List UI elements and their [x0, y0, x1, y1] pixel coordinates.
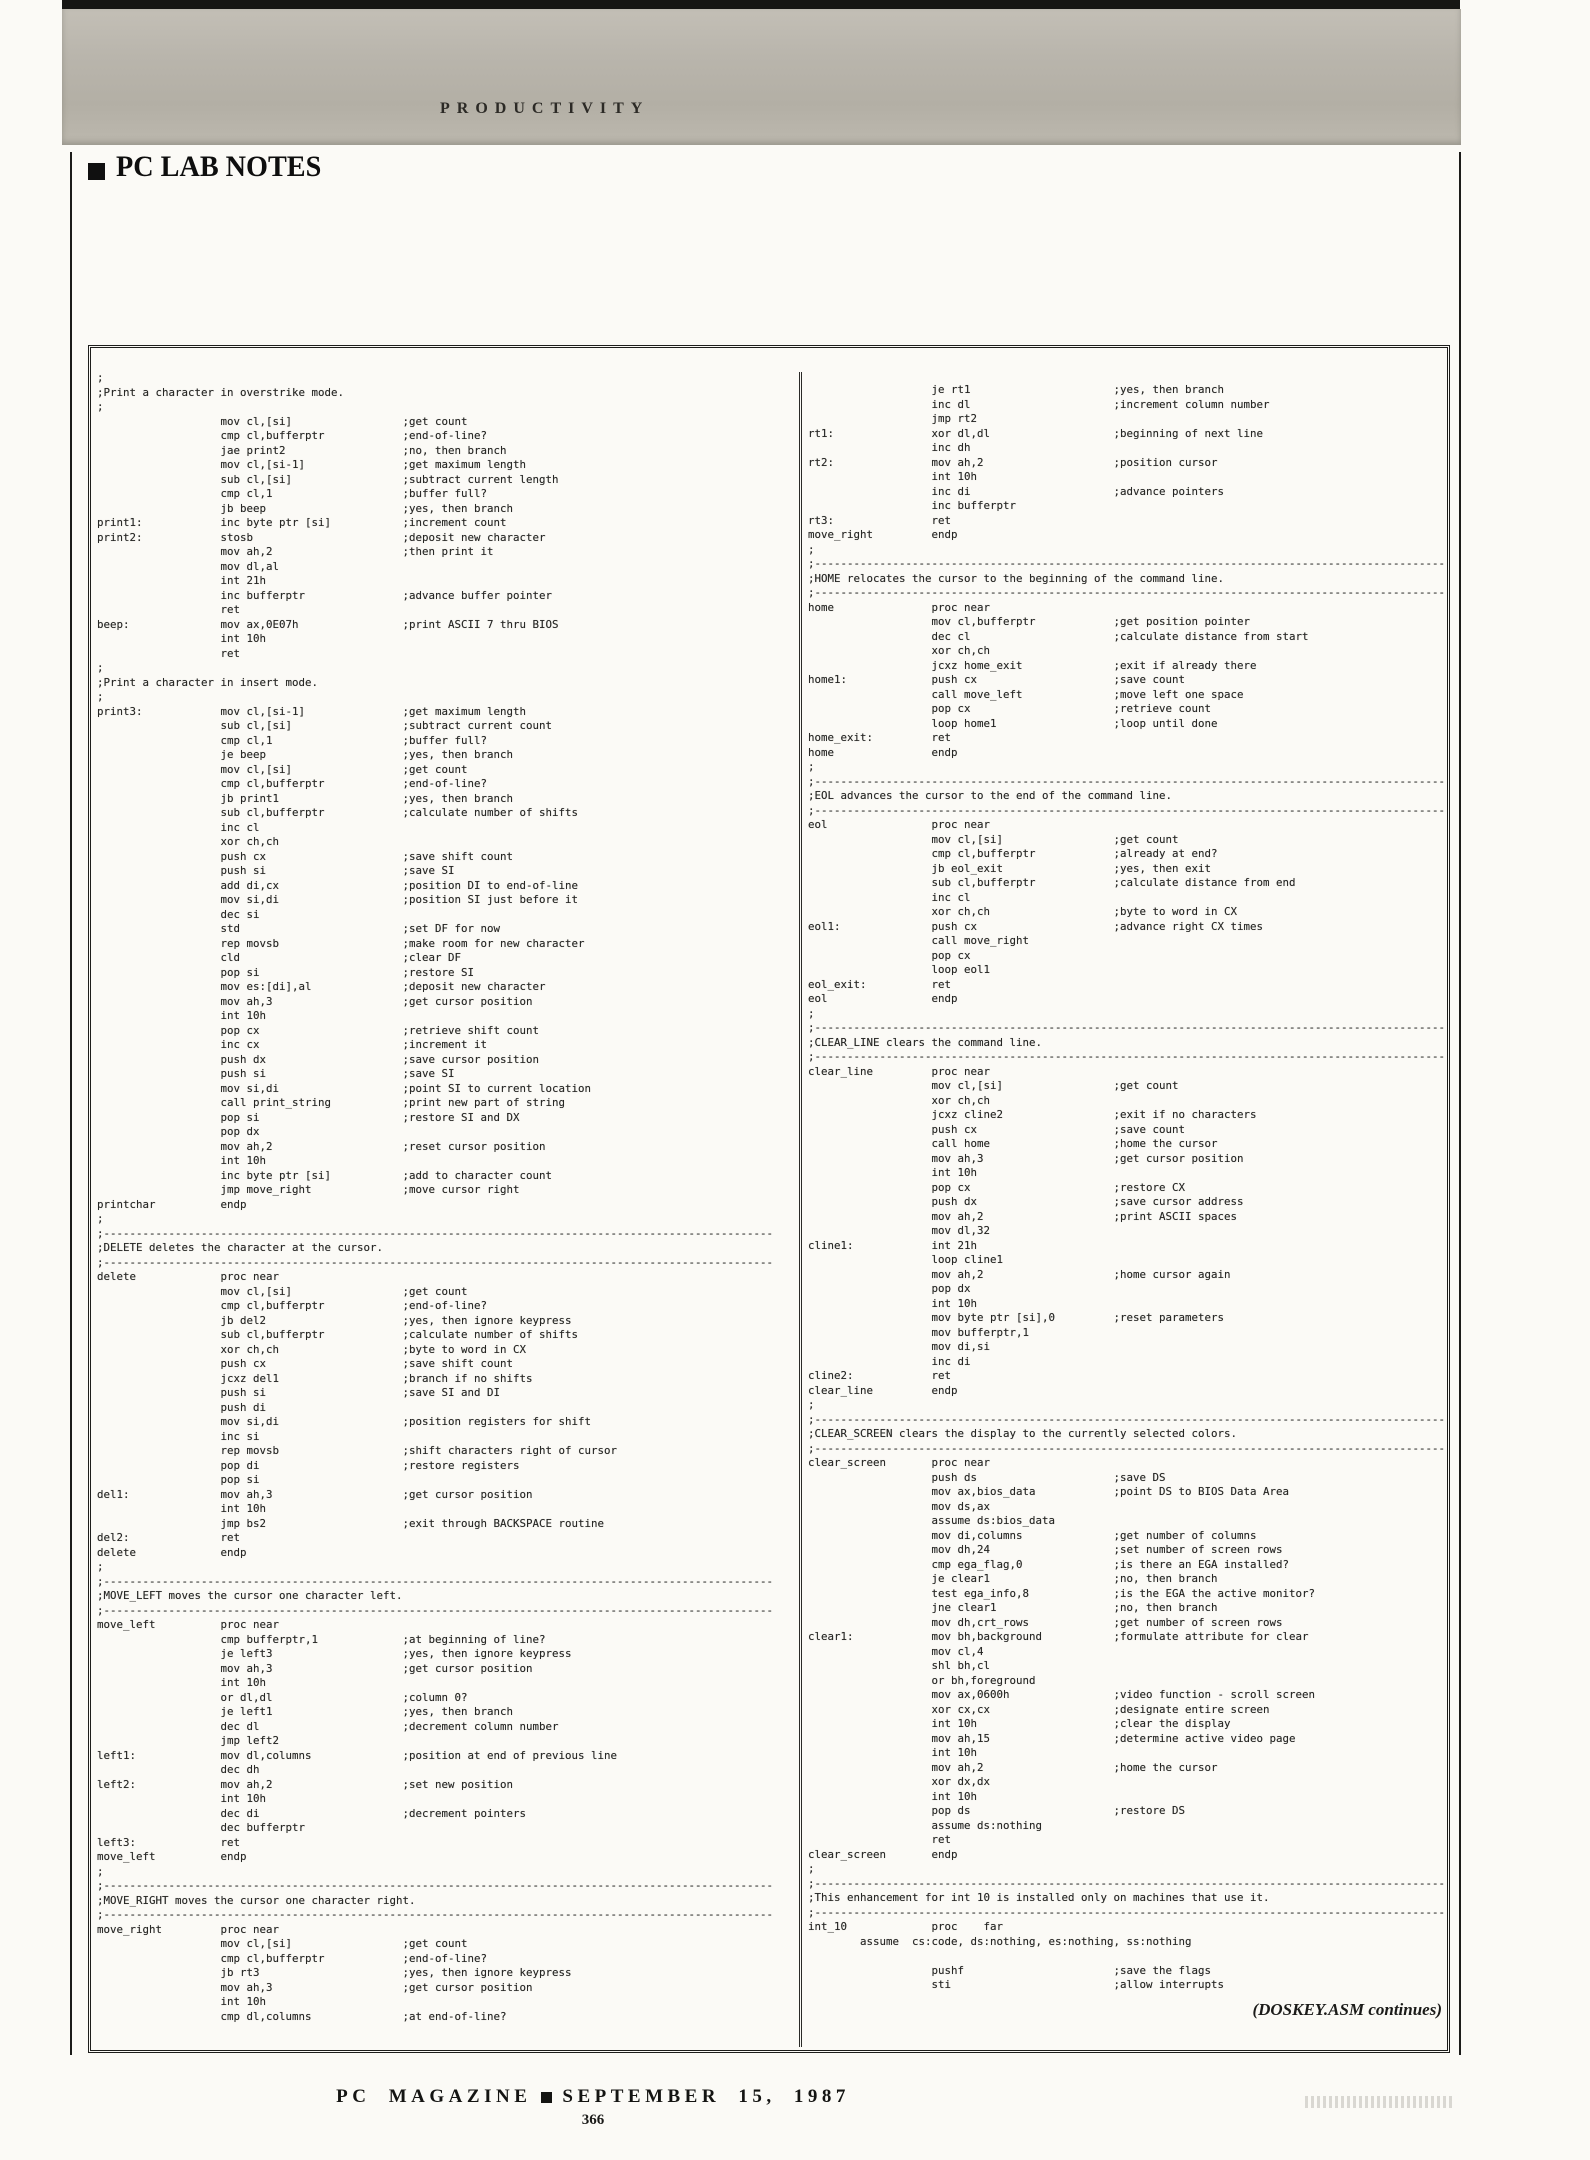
- code-listing-box: [88, 345, 1450, 2053]
- code-column-left: ; ;Print a character in overstrike mode.…: [97, 371, 774, 2023]
- section-title: PC LAB NOTES: [116, 150, 322, 183]
- page-right-border: [1459, 152, 1461, 2055]
- footer-square-bullet-icon: [541, 2092, 553, 2104]
- top-rule: [62, 0, 1460, 9]
- footer-date: SEPTEMBER 15, 1987: [562, 2086, 850, 2107]
- continues-note: (DOSKEY.ASM continues): [1252, 2000, 1442, 2019]
- category-label: PRODUCTIVITY: [440, 100, 650, 117]
- scan-artifact: [1305, 2096, 1455, 2108]
- page-number: 366: [581, 2112, 605, 2128]
- page-left-border: [70, 152, 72, 2055]
- footer-line: PC MAGAZINE SEPTEMBER 15, 1987: [0, 2086, 1186, 2108]
- header-banner: [62, 9, 1461, 145]
- footer-magazine: PC MAGAZINE: [336, 2086, 532, 2107]
- square-bullet-icon: [88, 163, 105, 180]
- column-divider: [799, 372, 802, 2047]
- code-column-right: je rt1 ;yes, then branch inc dl ;increme…: [808, 383, 1446, 1991]
